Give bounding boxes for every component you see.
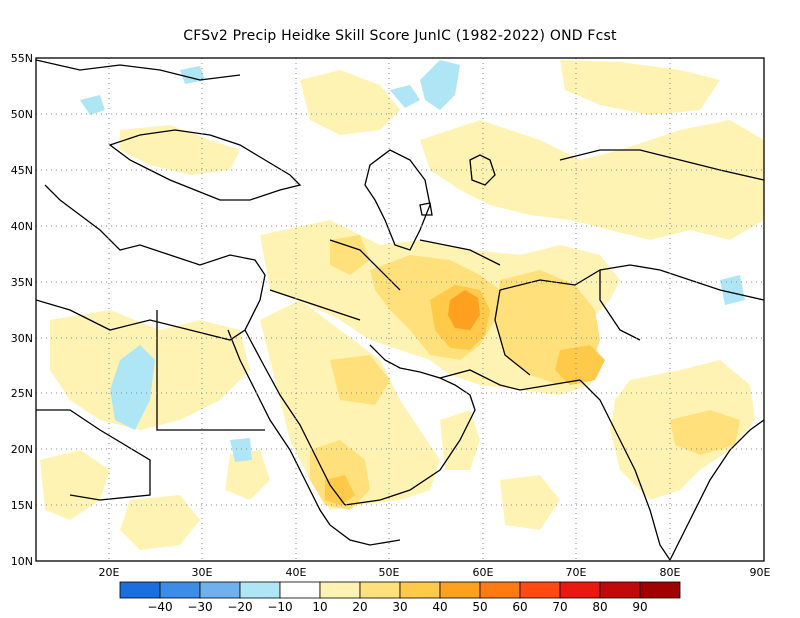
lat-label: 10N: [11, 555, 33, 568]
colorbar-label: 30: [392, 600, 407, 614]
colorbar-swatch: [599, 581, 641, 599]
map-frame: [35, 57, 765, 562]
colorbar-label: 50: [472, 600, 487, 614]
lat-label: 35N: [11, 276, 33, 289]
colorbar-label: −20: [227, 600, 252, 614]
skill-area-negative: [80, 60, 745, 462]
lon-label: 70E: [566, 566, 587, 579]
lat-label: 15N: [11, 499, 33, 512]
lat-label: 30N: [11, 332, 33, 345]
lat-label: 55N: [11, 52, 33, 65]
colorbar-swatch: [479, 581, 521, 599]
map-title: CFSv2 Precip Heidke Skill Score JunIC (1…: [183, 28, 617, 44]
colorbar-swatch: [119, 581, 161, 599]
colorbar-label: 90: [632, 600, 647, 614]
lat-label: 20N: [11, 443, 33, 456]
colorbar-label: 70: [552, 600, 567, 614]
colorbar-swatch: [439, 581, 481, 599]
lon-label: 60E: [473, 566, 494, 579]
colorbar-swatch: [639, 581, 681, 599]
lat-label: 25N: [11, 387, 33, 400]
colorbar-label: 80: [592, 600, 607, 614]
colorbar-swatch: [319, 581, 361, 599]
latitude-labels: 55N 50N 45N 40N 35N 30N 25N 20N 15N 10N: [11, 52, 33, 568]
colorbar-swatch: [159, 581, 201, 599]
colorbar-swatch: [359, 581, 401, 599]
lon-label: 40E: [286, 566, 307, 579]
colorbar-swatch: [239, 581, 281, 599]
colorbar-label: 20: [352, 600, 367, 614]
lat-label: 40N: [11, 220, 33, 233]
lon-label: 80E: [660, 566, 681, 579]
skill-shading: [40, 60, 764, 550]
colorbar: −40 −30 −20 −10 10 20 30 40 50 60 70 80 90: [119, 581, 681, 614]
lon-label: 50E: [379, 566, 400, 579]
colorbar-label: 40: [432, 600, 447, 614]
colorbar-swatch: [279, 581, 321, 599]
colorbar-label: −30: [187, 600, 212, 614]
colorbar-swatch: [199, 581, 241, 599]
longitude-labels: 20E 30E 40E 50E 60E 70E 80E 90E: [99, 566, 771, 579]
skill-area-40-50: [448, 290, 480, 330]
colorbar-swatch: [559, 581, 601, 599]
lat-label: 50N: [11, 108, 33, 121]
lon-label: 90E: [750, 566, 771, 579]
colorbar-label: −10: [267, 600, 292, 614]
colorbar-label: −40: [147, 600, 172, 614]
colorbar-swatch: [399, 581, 441, 599]
lat-label: 45N: [11, 164, 33, 177]
colorbar-label: 10: [312, 600, 327, 614]
colorbar-label: 60: [512, 600, 527, 614]
lon-label: 20E: [99, 566, 120, 579]
colorbar-swatch: [519, 581, 561, 599]
lon-label: 30E: [192, 566, 213, 579]
